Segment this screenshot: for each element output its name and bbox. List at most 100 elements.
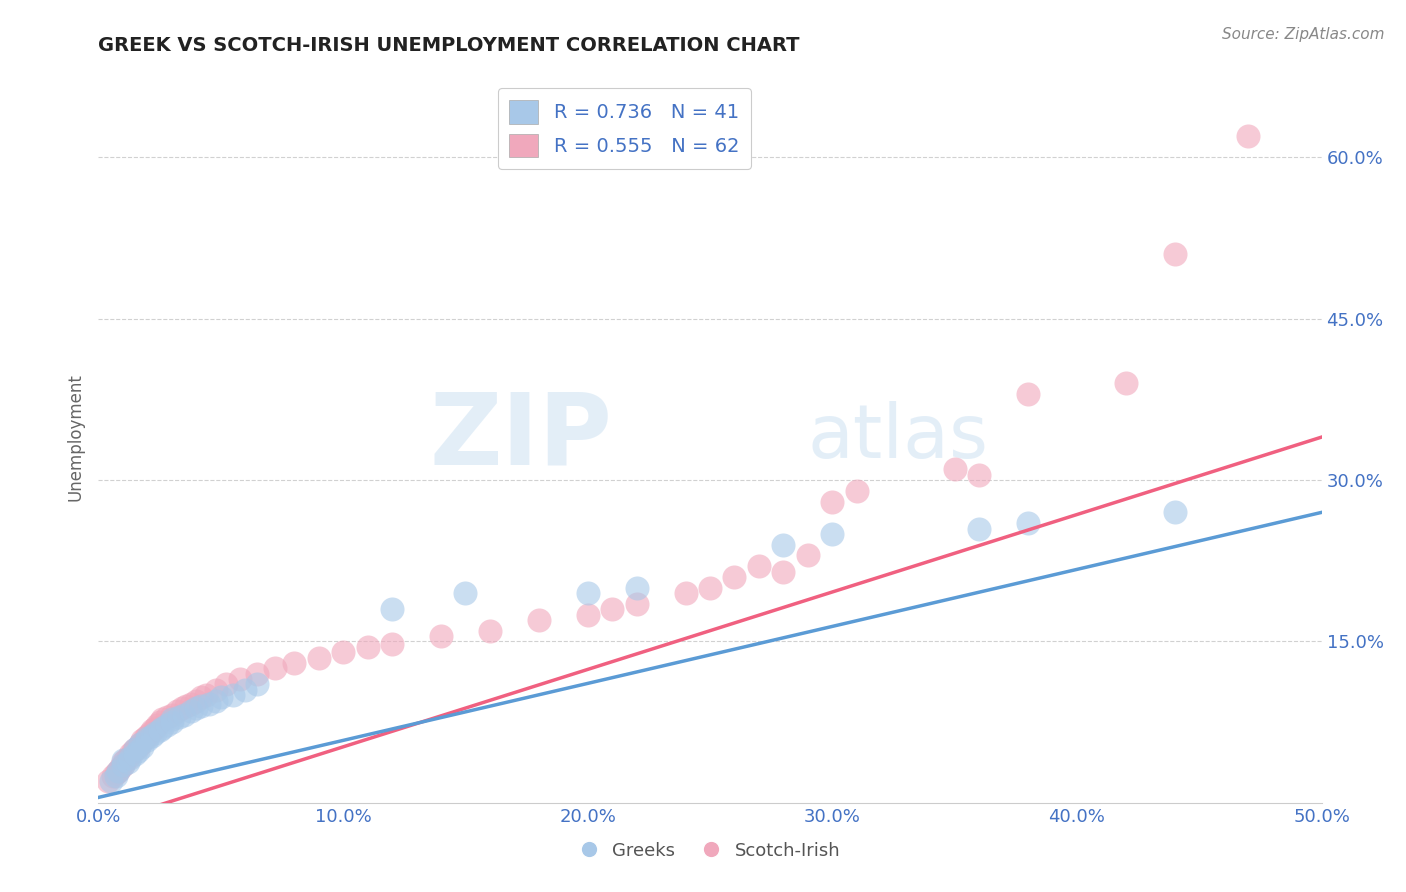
Point bbox=[283, 656, 305, 670]
Point bbox=[356, 640, 378, 654]
Point bbox=[723, 570, 745, 584]
Point bbox=[180, 697, 202, 711]
Point bbox=[967, 521, 990, 535]
Point bbox=[117, 750, 139, 764]
Point bbox=[478, 624, 501, 638]
Point bbox=[308, 650, 330, 665]
Point bbox=[263, 661, 285, 675]
Point bbox=[1164, 505, 1187, 519]
Point bbox=[100, 774, 122, 789]
Point bbox=[134, 731, 156, 746]
Point bbox=[222, 688, 245, 702]
Legend: Greeks, Scotch-Irish: Greeks, Scotch-Irish bbox=[572, 834, 848, 867]
Point bbox=[131, 733, 153, 747]
Point bbox=[454, 586, 477, 600]
Point bbox=[160, 707, 183, 722]
Point bbox=[967, 467, 990, 482]
Point bbox=[150, 721, 173, 735]
Point bbox=[186, 693, 208, 707]
Point bbox=[149, 723, 172, 737]
Point bbox=[772, 538, 794, 552]
Point bbox=[120, 747, 142, 762]
Point bbox=[699, 581, 721, 595]
Point bbox=[160, 712, 183, 726]
Point bbox=[111, 758, 134, 772]
Point bbox=[104, 769, 127, 783]
Point bbox=[156, 718, 179, 732]
Point bbox=[190, 698, 212, 713]
Point bbox=[186, 701, 208, 715]
Point bbox=[821, 494, 844, 508]
Point bbox=[205, 693, 228, 707]
Point bbox=[197, 697, 219, 711]
Point bbox=[1017, 516, 1039, 530]
Point bbox=[146, 718, 169, 732]
Point bbox=[121, 744, 143, 758]
Point bbox=[190, 690, 212, 705]
Point bbox=[160, 715, 183, 730]
Point bbox=[748, 559, 770, 574]
Point bbox=[600, 602, 623, 616]
Point bbox=[381, 637, 404, 651]
Point bbox=[104, 765, 127, 780]
Point bbox=[675, 586, 697, 600]
Point bbox=[430, 629, 453, 643]
Point bbox=[111, 755, 134, 769]
Point bbox=[107, 764, 129, 778]
Point bbox=[149, 715, 172, 730]
Point bbox=[1115, 376, 1137, 391]
Point bbox=[166, 705, 188, 719]
Point bbox=[214, 677, 236, 691]
Point bbox=[1017, 387, 1039, 401]
Point bbox=[131, 739, 153, 754]
Point bbox=[101, 769, 124, 783]
Point bbox=[209, 690, 232, 705]
Point bbox=[845, 483, 868, 498]
Point bbox=[381, 602, 404, 616]
Text: ZIP: ZIP bbox=[429, 389, 612, 485]
Point bbox=[107, 764, 129, 778]
Point bbox=[129, 737, 152, 751]
Point bbox=[626, 581, 648, 595]
Point bbox=[127, 744, 149, 758]
Point bbox=[1164, 247, 1187, 261]
Point bbox=[205, 682, 228, 697]
Point bbox=[114, 753, 136, 767]
Text: atlas: atlas bbox=[808, 401, 988, 474]
Point bbox=[576, 586, 599, 600]
Point bbox=[626, 597, 648, 611]
Point bbox=[141, 729, 163, 743]
Point bbox=[124, 742, 146, 756]
Point bbox=[136, 733, 159, 747]
Y-axis label: Unemployment: Unemployment bbox=[66, 373, 84, 501]
Point bbox=[246, 666, 269, 681]
Point bbox=[111, 753, 134, 767]
Point bbox=[332, 645, 354, 659]
Point bbox=[176, 698, 198, 713]
Point bbox=[246, 677, 269, 691]
Point bbox=[124, 742, 146, 756]
Point bbox=[141, 723, 163, 737]
Point bbox=[772, 565, 794, 579]
Point bbox=[124, 747, 146, 762]
Point bbox=[576, 607, 599, 622]
Point bbox=[233, 682, 256, 697]
Point bbox=[943, 462, 966, 476]
Point bbox=[156, 710, 179, 724]
Point bbox=[120, 750, 142, 764]
Point bbox=[127, 739, 149, 754]
Point bbox=[117, 755, 139, 769]
Point bbox=[136, 729, 159, 743]
Point bbox=[111, 758, 134, 772]
Point bbox=[527, 613, 550, 627]
Point bbox=[150, 712, 173, 726]
Point bbox=[195, 688, 218, 702]
Point bbox=[97, 774, 120, 789]
Point bbox=[170, 701, 193, 715]
Point bbox=[173, 707, 195, 722]
Point bbox=[139, 726, 162, 740]
Point bbox=[229, 672, 252, 686]
Point bbox=[110, 761, 132, 775]
Point bbox=[129, 737, 152, 751]
Point bbox=[1237, 128, 1260, 143]
